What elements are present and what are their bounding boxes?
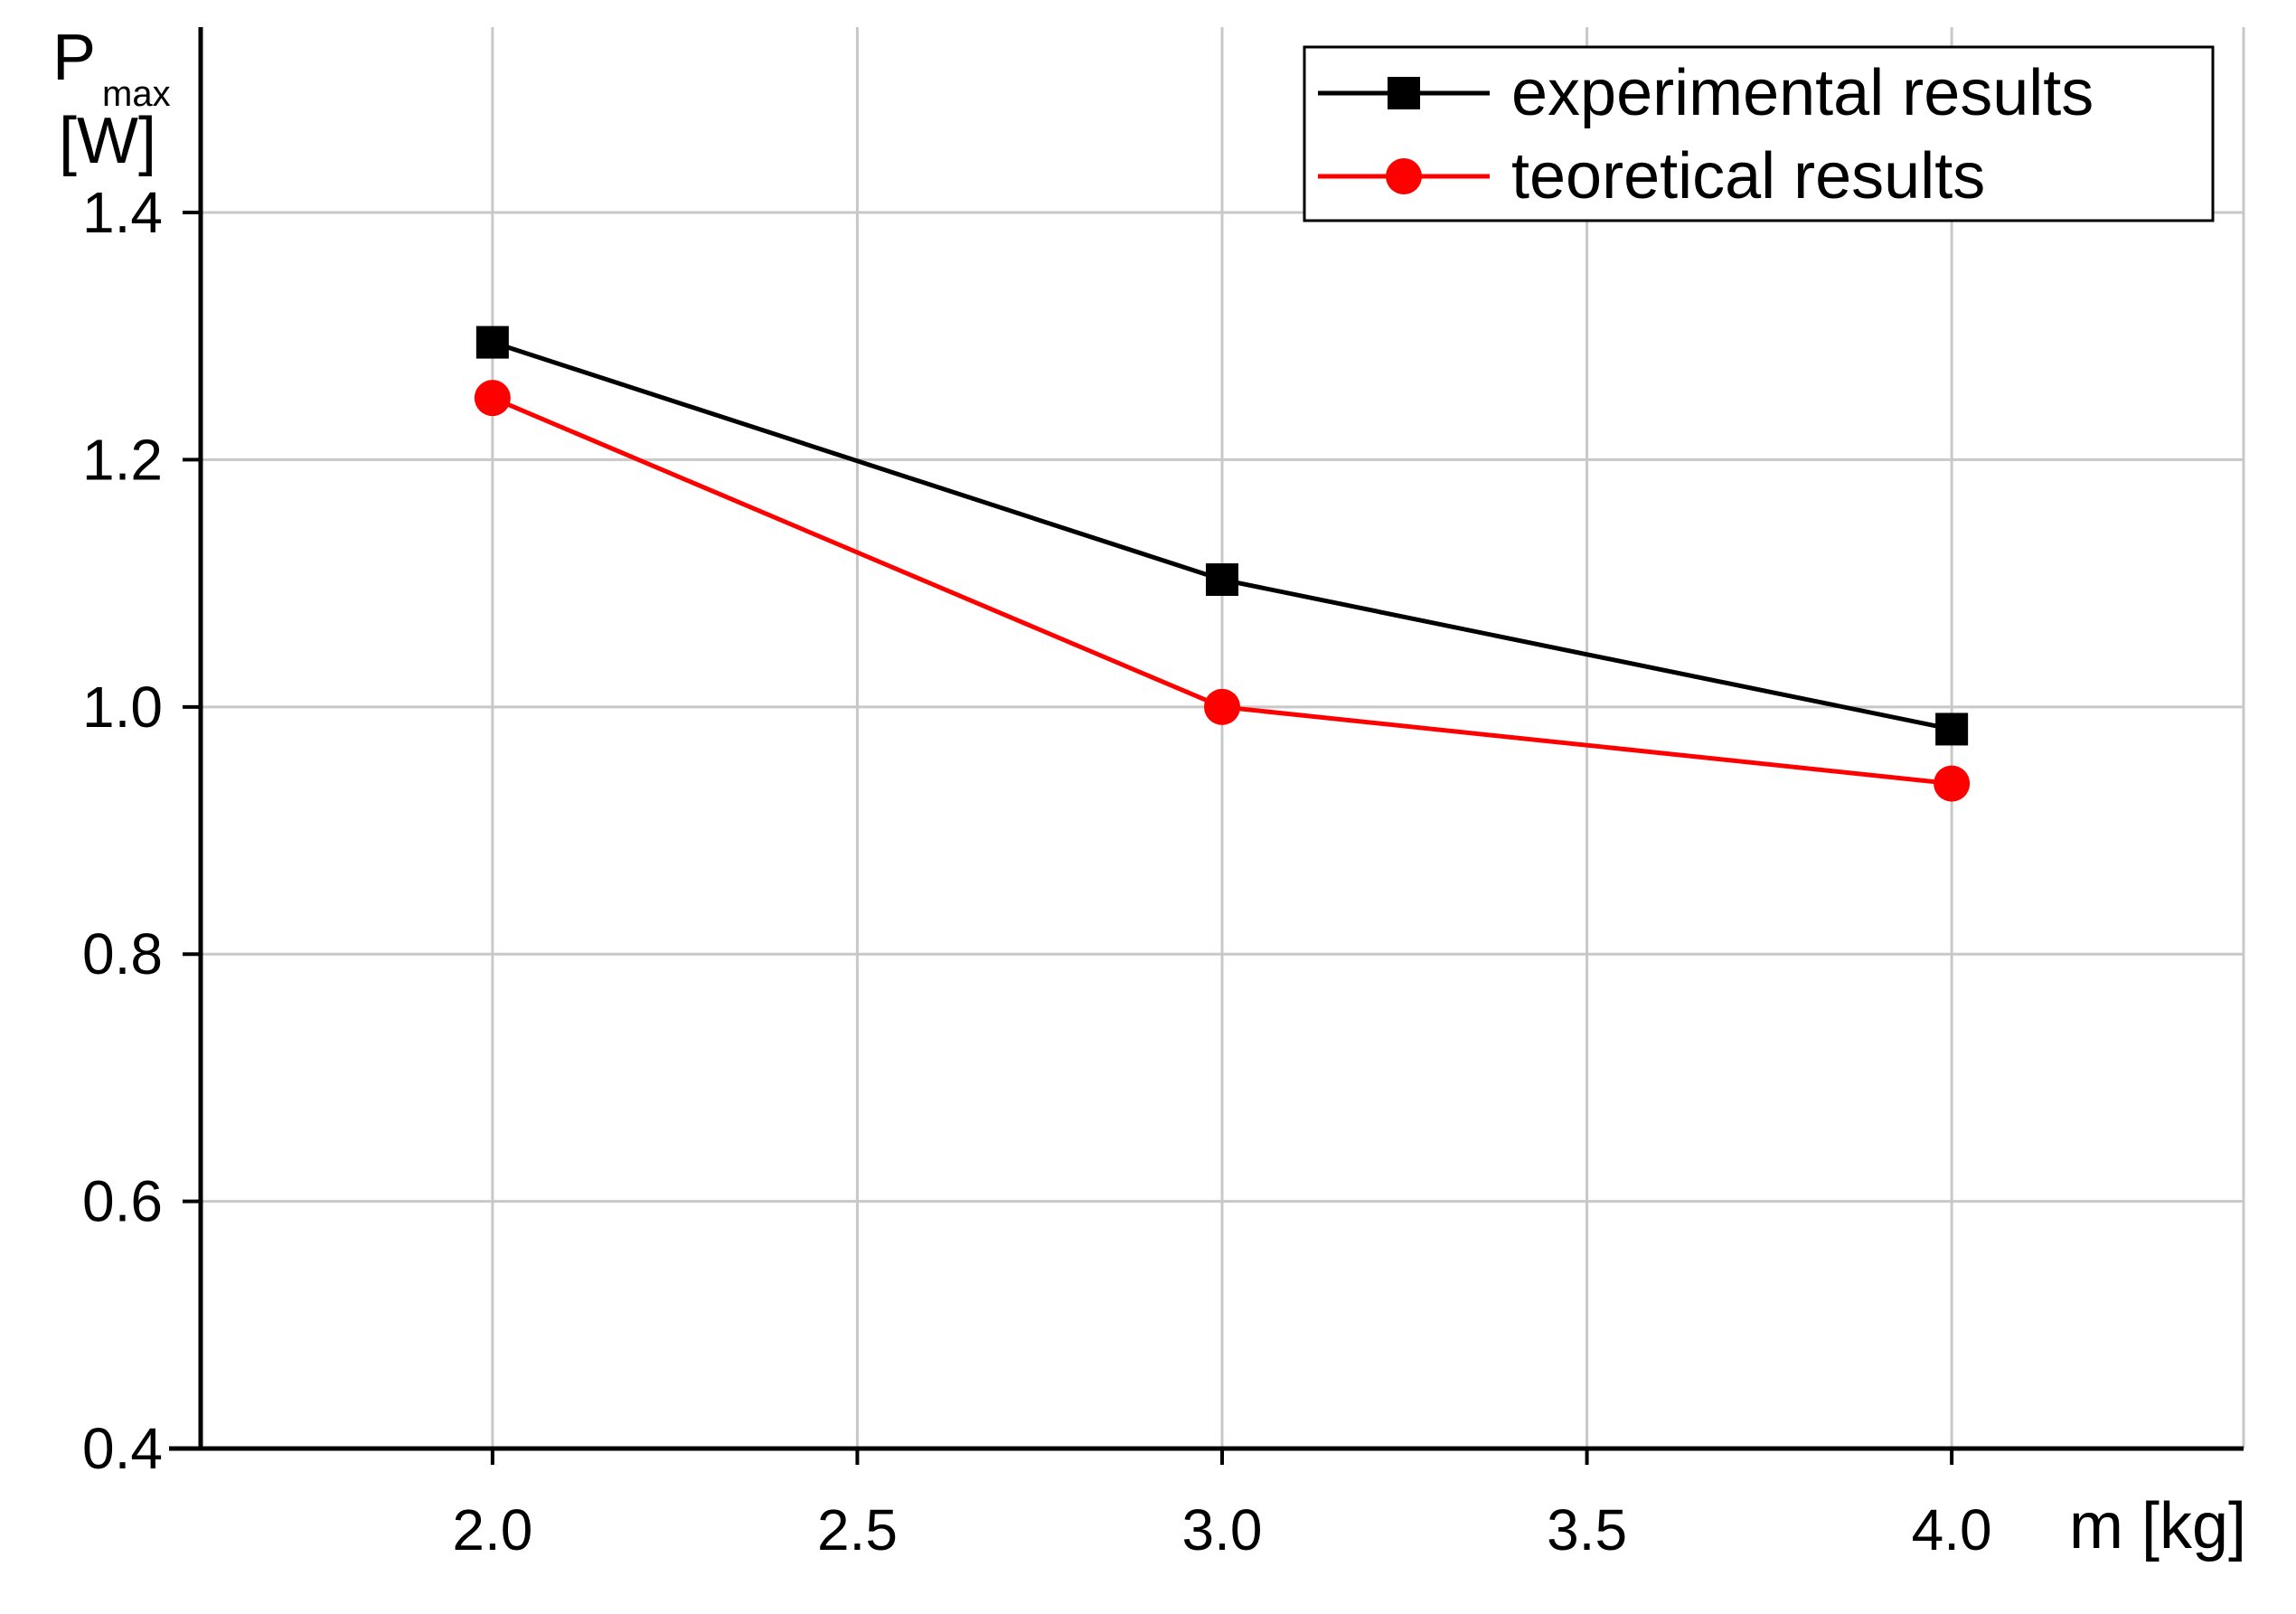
y-tick-label-4: 1.2 bbox=[82, 427, 163, 492]
series-1-point-0 bbox=[474, 380, 511, 417]
y-tick-label-1: 0.6 bbox=[82, 1169, 163, 1234]
tick-labels: 2.0 2.5 3.0 3.5 4.0 0.4 0.6 0.8 1.0 1.2 1.4 bbox=[82, 180, 1992, 1562]
legend-item-1: teoretical results bbox=[1318, 140, 1985, 212]
x-tick-label-0: 2.0 bbox=[452, 1497, 532, 1562]
x-tick-label-3: 3.5 bbox=[1547, 1497, 1627, 1562]
y-tick-label-3: 1.0 bbox=[82, 675, 163, 740]
y-axis-label-subscript: max bbox=[102, 74, 171, 114]
legend-label-0: experimental results bbox=[1511, 57, 2094, 129]
x-tick-label-2: 3.0 bbox=[1182, 1497, 1263, 1562]
series-0-point-0 bbox=[475, 326, 509, 359]
series-0-point-2 bbox=[1935, 713, 1969, 746]
x-tick-label-4: 4.0 bbox=[1912, 1497, 1992, 1562]
y-tick-label-2: 0.8 bbox=[82, 921, 163, 986]
axes bbox=[169, 27, 2244, 1465]
x-axis-label: m [kg] bbox=[2069, 1490, 2246, 1562]
series-1 bbox=[474, 380, 1971, 802]
y-axis-label: P bbox=[52, 22, 96, 94]
legend-marker-0 bbox=[1388, 77, 1420, 109]
x-tick-label-1: 2.5 bbox=[817, 1497, 898, 1562]
series-0 bbox=[475, 326, 1969, 746]
y-axis-unit: [W] bbox=[59, 105, 156, 177]
legend: experimental results teoretical results bbox=[1303, 45, 2215, 222]
legend-item-0: experimental results bbox=[1318, 57, 2094, 129]
legend-box bbox=[1303, 45, 2215, 222]
series-1-point-2 bbox=[1934, 765, 1971, 802]
y-tick-label-0: 0.4 bbox=[82, 1416, 163, 1481]
series-1-point-1 bbox=[1204, 688, 1240, 725]
y-tick-label-5: 1.4 bbox=[82, 180, 163, 245]
series-0-point-1 bbox=[1206, 563, 1238, 597]
legend-marker-1 bbox=[1386, 158, 1422, 194]
legend-label-1: teoretical results bbox=[1511, 140, 1985, 212]
series-group bbox=[474, 326, 1971, 802]
